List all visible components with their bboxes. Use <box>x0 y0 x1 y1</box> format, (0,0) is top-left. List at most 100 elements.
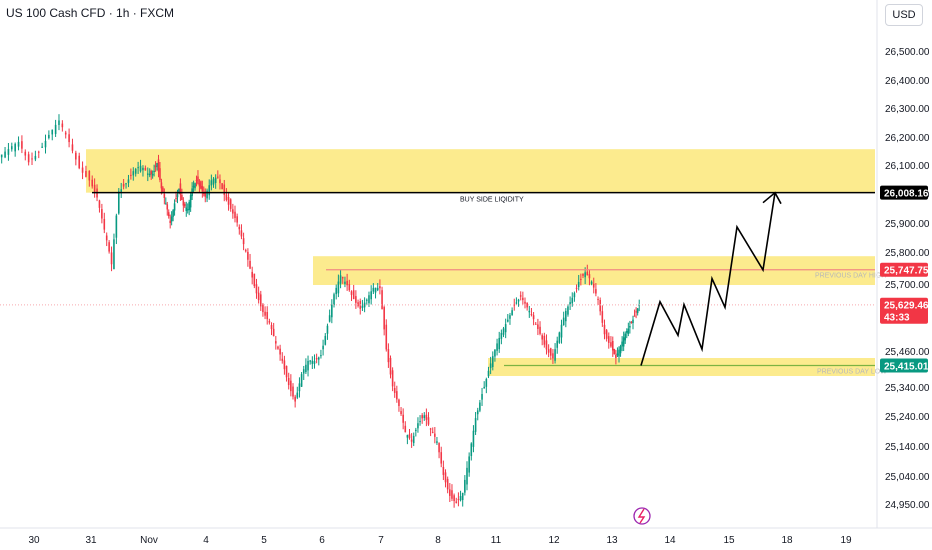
candle-body <box>242 238 245 245</box>
candle-body <box>513 304 516 306</box>
candle-body <box>341 276 344 279</box>
candle-body <box>305 364 307 373</box>
candle-body <box>127 179 130 183</box>
candle-body <box>457 499 460 501</box>
candle-body <box>528 310 531 313</box>
candle-body <box>417 423 419 429</box>
candle-body <box>427 417 430 425</box>
candle-body <box>624 333 627 341</box>
candle-body <box>491 356 494 367</box>
candle-body <box>192 185 195 188</box>
candle-body <box>487 370 490 377</box>
candle-body <box>130 174 132 176</box>
candle-body <box>541 335 543 340</box>
candle-body <box>485 379 488 387</box>
candle-body <box>264 311 266 316</box>
time-tick-label: 31 <box>85 535 97 546</box>
candle-body <box>251 271 253 278</box>
candle-body <box>502 328 505 335</box>
candle-body <box>153 170 155 172</box>
candle-body <box>17 141 20 147</box>
candle-body <box>132 171 135 176</box>
candle-body <box>434 433 436 437</box>
candle-body <box>379 286 381 289</box>
candle-body <box>494 349 496 357</box>
candle-body <box>188 201 190 211</box>
candle-body <box>227 196 230 205</box>
candle-body <box>151 174 154 176</box>
flash-icon[interactable] <box>633 507 651 525</box>
candle-body <box>189 194 192 208</box>
candle-body <box>162 187 164 193</box>
liquidity-price-badge-text: 26,008.16 <box>884 189 929 200</box>
candle-body <box>31 158 33 160</box>
candle-body <box>115 215 118 238</box>
candle-body <box>281 358 284 361</box>
candle-body <box>44 140 47 148</box>
candle-body <box>532 315 535 320</box>
candle-body <box>603 324 606 335</box>
candle-body <box>173 203 176 211</box>
candle-body <box>298 383 301 392</box>
candle-body <box>498 337 501 350</box>
candle-body <box>575 287 578 289</box>
zones-layer <box>86 149 875 376</box>
candle-body <box>509 315 511 319</box>
candle-body <box>385 324 388 350</box>
candle-body <box>85 170 87 177</box>
candle-body <box>481 394 483 400</box>
flash-circle <box>633 507 651 525</box>
candle-body <box>167 212 170 217</box>
candle-body <box>455 501 458 503</box>
candle-body <box>255 284 258 294</box>
candle-body <box>221 183 223 190</box>
candle-body <box>229 199 232 209</box>
candle-body <box>584 272 586 278</box>
candle-body <box>476 410 479 415</box>
candle-body <box>391 370 394 387</box>
candle-body <box>275 341 277 344</box>
candle-body <box>524 301 526 304</box>
candle-body <box>307 360 309 371</box>
candle-body <box>438 443 440 453</box>
candle-body <box>393 387 396 393</box>
candle-body <box>530 314 533 316</box>
candle-body <box>361 305 364 309</box>
candle-body <box>328 315 331 322</box>
candle-body <box>635 311 637 313</box>
candle-body <box>156 162 158 167</box>
candle-body <box>333 294 335 306</box>
time-tick-label: 19 <box>840 535 852 546</box>
candle-body <box>569 302 571 305</box>
day-high-price-badge-text: 25,747.75 <box>884 266 929 277</box>
candle-body <box>184 203 186 207</box>
candle-body <box>194 183 196 189</box>
candle-body <box>247 251 249 260</box>
candle-body <box>163 194 166 198</box>
candle-body <box>507 319 509 322</box>
candle-body <box>365 299 368 301</box>
candle-body <box>113 239 115 269</box>
candle-body <box>534 323 537 325</box>
currency-selector[interactable]: USD <box>885 4 923 26</box>
candle-body <box>7 149 10 155</box>
candle-body <box>461 492 464 501</box>
candle-body <box>549 348 552 356</box>
time-tick-label: 6 <box>319 535 325 546</box>
candle-body <box>519 295 522 297</box>
candle-body <box>545 340 548 350</box>
candle-body <box>34 155 37 160</box>
candle-body <box>421 415 423 419</box>
candle-body <box>431 431 434 433</box>
candle-body <box>554 349 556 361</box>
previous-day-high-label: PREVIOUS DAY HIGH <box>815 273 886 280</box>
candle-body <box>178 188 180 193</box>
candle-body <box>429 428 432 430</box>
candle-body <box>335 287 338 295</box>
price-tick-label: 25,460.00 <box>885 347 930 358</box>
candle-body <box>573 293 576 298</box>
candle-body <box>101 209 103 219</box>
